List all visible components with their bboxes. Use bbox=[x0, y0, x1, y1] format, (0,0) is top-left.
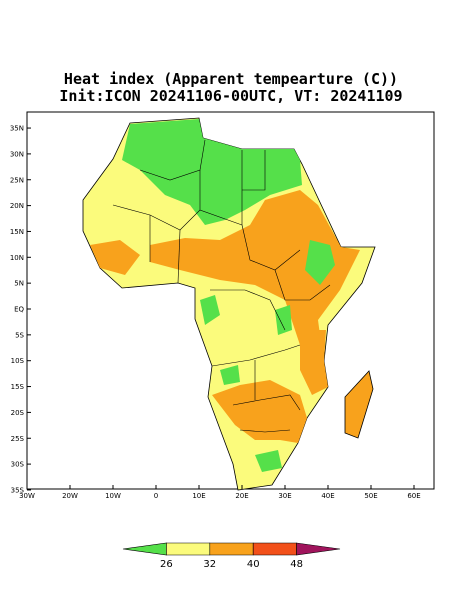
y-tick-label: 20S bbox=[11, 409, 25, 417]
green-patch bbox=[255, 450, 282, 472]
y-tick-label: EQ bbox=[14, 306, 24, 314]
map-panel bbox=[26, 111, 435, 491]
x-tick-label: 10E bbox=[192, 492, 205, 500]
colorbar-label: 32 bbox=[203, 559, 216, 570]
y-tick-label: 10N bbox=[10, 254, 24, 262]
x-tick-label: 60E bbox=[407, 492, 420, 500]
colorbar-segment bbox=[209, 542, 254, 556]
x-tick-label: 30E bbox=[278, 492, 291, 500]
y-tick-label: 15N bbox=[10, 228, 24, 236]
orange-region bbox=[300, 330, 328, 395]
y-tick-label: 35N bbox=[10, 125, 24, 133]
y-tick-label: 15S bbox=[11, 383, 25, 391]
x-tick-label: 20E bbox=[235, 492, 248, 500]
colorbar: 26 32 40 48 bbox=[122, 542, 341, 570]
y-tick-label: 30S bbox=[11, 461, 25, 469]
x-tick-label: 40E bbox=[321, 492, 334, 500]
axis-ticks: 30W 20W 10W 0 10E 20E 30E 40E 50E 60E 35N 30N 25N 20N… bbox=[10, 125, 421, 500]
orange-region bbox=[212, 380, 307, 443]
green-patch bbox=[305, 240, 335, 285]
colorbar-label: 40 bbox=[247, 559, 260, 570]
colorbar-label: 48 bbox=[290, 559, 303, 570]
y-tick-label: 25N bbox=[10, 176, 24, 184]
green-patch bbox=[220, 365, 240, 385]
colorbar-segment bbox=[252, 542, 297, 556]
orange-region bbox=[150, 190, 360, 350]
green-region bbox=[122, 119, 302, 225]
borders bbox=[112, 139, 331, 433]
map-subtitle: Init:ICON 20241106-00UTC, VT: 20241109 bbox=[59, 87, 402, 105]
x-tick-label: 0 bbox=[154, 492, 158, 500]
green-patch bbox=[200, 295, 220, 325]
x-tick-label: 30W bbox=[19, 492, 35, 500]
y-tick-label: 30N bbox=[10, 150, 24, 158]
colorbar-segment bbox=[166, 542, 211, 556]
orange-region bbox=[90, 240, 140, 275]
madagascar bbox=[344, 370, 374, 439]
y-tick-label: 5N bbox=[14, 280, 24, 288]
y-tick-label: 35S bbox=[11, 486, 25, 494]
x-tick-label: 50E bbox=[364, 492, 377, 500]
y-tick-label: 10S bbox=[11, 357, 25, 365]
green-patch bbox=[275, 305, 292, 335]
y-tick-label: 25S bbox=[11, 435, 25, 443]
y-tick-label: 20N bbox=[10, 202, 24, 210]
y-tick-label: 5S bbox=[15, 331, 24, 339]
colorbar-label: 26 bbox=[160, 559, 173, 570]
x-tick-label: 20W bbox=[62, 492, 78, 500]
x-tick-label: 10W bbox=[105, 492, 121, 500]
colorbar-segment bbox=[296, 542, 341, 556]
colorbar-segment bbox=[122, 542, 167, 556]
map-title: Heat index (Apparent tempearture (C)) bbox=[64, 70, 398, 88]
